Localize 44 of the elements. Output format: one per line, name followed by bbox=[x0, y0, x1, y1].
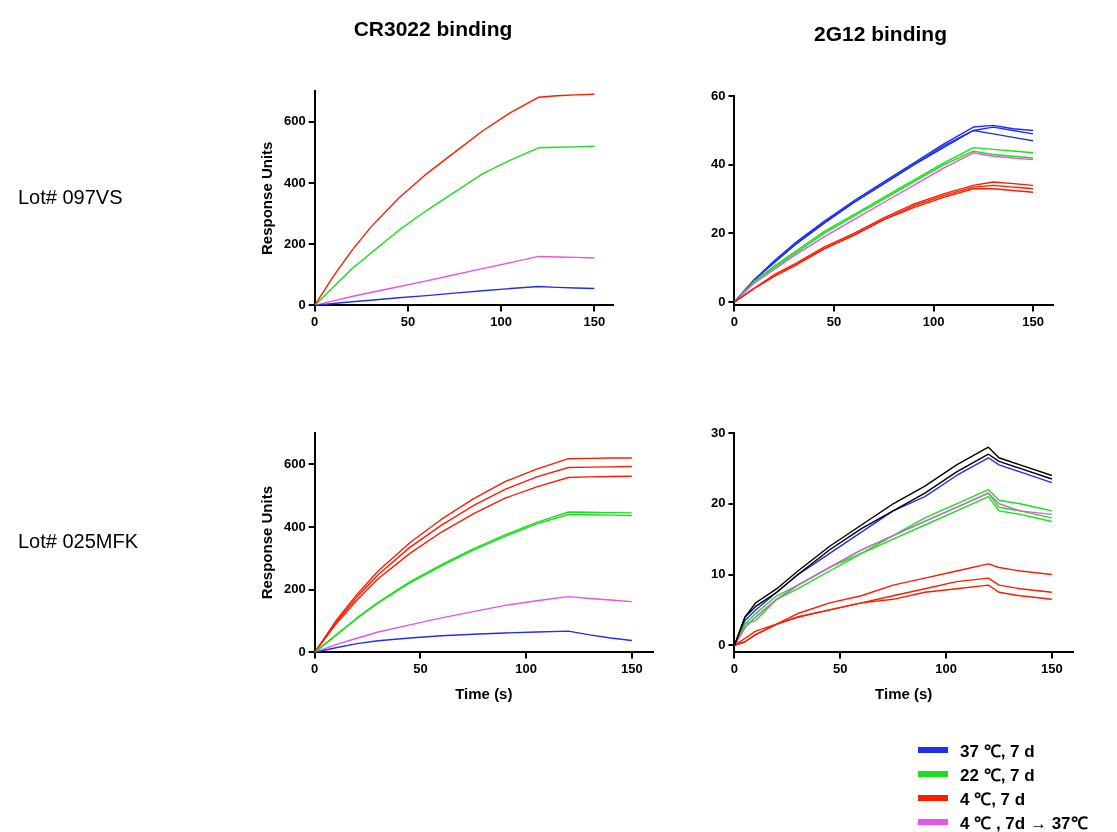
y-tick-label: 200 bbox=[283, 581, 306, 597]
x-tick-label: 0 bbox=[730, 660, 739, 676]
x-tick-label: 50 bbox=[400, 313, 416, 329]
x-tick-label: 100 bbox=[935, 660, 957, 676]
x-tick-label: 100 bbox=[922, 313, 945, 329]
y-tick-label: 0 bbox=[718, 293, 726, 309]
y-tick-label: 400 bbox=[283, 174, 306, 190]
x-tick-label: 150 bbox=[621, 660, 643, 676]
x-axis-title: Time (s) bbox=[455, 685, 513, 703]
x-tick-label: 0 bbox=[311, 660, 319, 676]
x-tick-label: 150 bbox=[1040, 660, 1063, 676]
y-tick-label: 400 bbox=[283, 518, 306, 534]
y-axis-title: Response Units bbox=[258, 141, 276, 255]
y-tick-label: 10 bbox=[710, 566, 726, 582]
legend-label: 4 ℃ , 7d → 37℃ bbox=[960, 812, 1088, 832]
y-tick-label: 20 bbox=[710, 224, 726, 240]
x-tick-label: 50 bbox=[833, 660, 848, 676]
y-tick-label: 60 bbox=[710, 87, 726, 103]
chart-title: CR3022 binding bbox=[353, 17, 513, 41]
y-tick-label: 600 bbox=[283, 113, 306, 129]
legend-label: 37 ℃, 7 d bbox=[960, 740, 1035, 762]
y-tick-label: 40 bbox=[710, 156, 726, 172]
y-axis-title: Response Units bbox=[258, 486, 276, 600]
y-tick-label: 0 bbox=[298, 643, 306, 659]
x-tick-label: 100 bbox=[490, 313, 512, 329]
x-axis-title: Time (s) bbox=[875, 685, 933, 703]
x-tick-label: 100 bbox=[515, 660, 537, 676]
text: Lot# 097VS bbox=[18, 185, 123, 208]
x-tick-label: 50 bbox=[826, 313, 842, 329]
y-tick-label: 600 bbox=[283, 455, 306, 471]
y-tick-label: 30 bbox=[710, 424, 726, 440]
y-tick-label: 200 bbox=[283, 235, 306, 251]
legend-label: 4 ℃, 7 d bbox=[960, 788, 1026, 810]
x-tick-label: 150 bbox=[583, 313, 606, 329]
x-tick-label: 0 bbox=[730, 313, 739, 329]
chart-title: 2G12 binding bbox=[813, 22, 948, 46]
text: Lot# 025MFK bbox=[18, 530, 139, 553]
y-tick-label: 0 bbox=[298, 296, 306, 312]
legend-label: 22 ℃, 7 d bbox=[960, 764, 1035, 786]
y-tick-label: 0 bbox=[718, 636, 726, 652]
x-tick-label: 0 bbox=[311, 313, 319, 329]
x-tick-label: 150 bbox=[1022, 313, 1044, 329]
x-tick-label: 50 bbox=[413, 660, 428, 676]
y-tick-label: 20 bbox=[710, 495, 726, 511]
